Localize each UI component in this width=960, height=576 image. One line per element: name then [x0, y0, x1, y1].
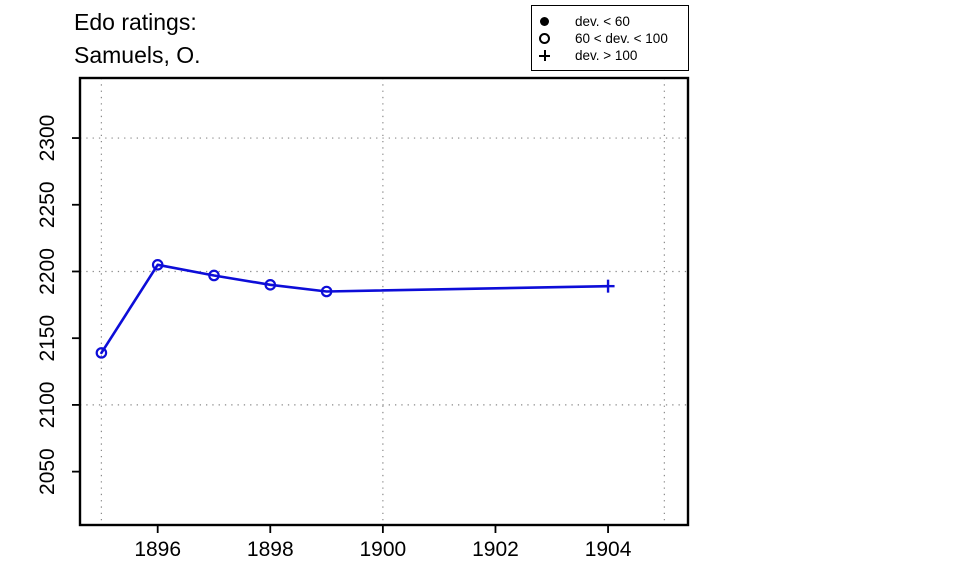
legend-label: 60 < dev. < 100	[575, 31, 668, 46]
legend-item-dev-gt-100: dev. > 100	[539, 47, 688, 64]
rating-series-line	[100, 263, 610, 355]
x-tick-label: 1902	[472, 538, 519, 561]
chart-title-line2: Samuels, O.	[74, 42, 201, 68]
y-tick-label: 2050	[36, 448, 59, 495]
legend-item-dev-lt-60: dev. < 60	[539, 13, 688, 30]
data-point-open-circle	[208, 269, 220, 282]
x-tick-label: 1898	[247, 538, 294, 561]
y-tick-label: 2100	[36, 382, 59, 429]
x-tick-label: 1904	[585, 538, 632, 561]
chart-title-line1: Edo ratings:	[74, 9, 197, 35]
data-point-open-circle	[95, 347, 108, 359]
y-tick-label: 2150	[36, 315, 59, 362]
x-tick-label: 1900	[360, 538, 407, 561]
plus-icon	[539, 50, 550, 61]
open-circle-icon	[539, 33, 550, 44]
y-tick-label: 2250	[36, 181, 59, 228]
chart-title: Edo ratings: Samuels, O.	[74, 6, 201, 72]
legend-label: dev. > 100	[575, 48, 638, 63]
y-tick-label: 2300	[36, 115, 59, 162]
data-point-open-circle	[320, 285, 333, 298]
data-point-open-circle	[264, 279, 277, 291]
data-point-open-circle	[151, 259, 164, 271]
y-tick-label: 2200	[36, 248, 59, 295]
legend-box: dev. < 60 60 < dev. < 100 dev. > 100	[531, 5, 689, 71]
x-tick-label: 1896	[134, 538, 181, 561]
plot-border	[78, 76, 690, 527]
filled-circle-icon	[539, 16, 550, 27]
legend-label: dev. < 60	[575, 14, 630, 29]
legend-item-dev-60-100: 60 < dev. < 100	[539, 30, 688, 47]
